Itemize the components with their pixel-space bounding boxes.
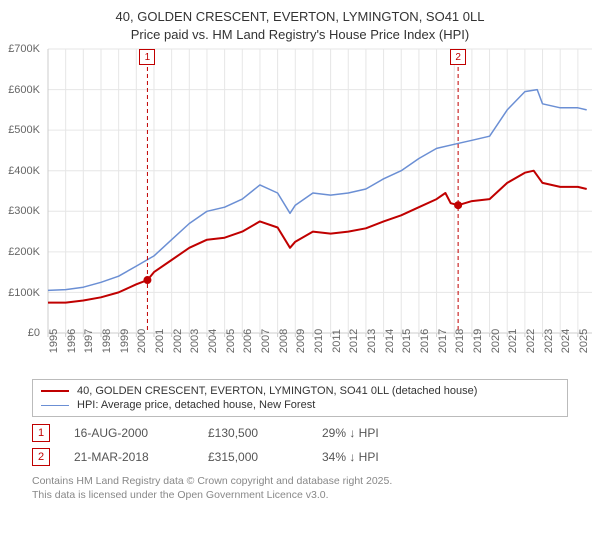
price-chart-svg	[0, 43, 600, 373]
x-tick-label: 2014	[384, 329, 396, 353]
title-line-1: 40, GOLDEN CRESCENT, EVERTON, LYMINGTON,…	[0, 8, 600, 26]
chart-title-block: 40, GOLDEN CRESCENT, EVERTON, LYMINGTON,…	[0, 0, 600, 43]
sales-table: 1 16-AUG-2000 £130,500 29% ↓ HPI 2 21-MA…	[32, 421, 568, 469]
legend-row-property: 40, GOLDEN CRESCENT, EVERTON, LYMINGTON,…	[41, 384, 559, 398]
sale-badge-2: 2	[32, 448, 50, 466]
sale-date-2: 21-MAR-2018	[74, 450, 184, 464]
x-tick-label: 2020	[490, 329, 502, 353]
x-tick-label: 2001	[154, 329, 166, 353]
x-tick-label: 1998	[101, 329, 113, 353]
legend-swatch-property	[41, 390, 69, 392]
table-row: 1 16-AUG-2000 £130,500 29% ↓ HPI	[32, 421, 568, 445]
x-tick-label: 2005	[225, 329, 237, 353]
sale-date-1: 16-AUG-2000	[74, 426, 184, 440]
credits: Contains HM Land Registry data © Crown c…	[32, 475, 568, 502]
x-tick-label: 2015	[401, 329, 413, 353]
x-tick-label: 2007	[260, 329, 272, 353]
chart-sale-marker-1: 1	[139, 49, 155, 65]
x-tick-label: 2000	[136, 329, 148, 353]
y-tick-label: £600K	[8, 84, 40, 96]
legend-row-hpi: HPI: Average price, detached house, New …	[41, 398, 559, 412]
x-tick-label: 2010	[313, 329, 325, 353]
x-tick-label: 2013	[366, 329, 378, 353]
y-tick-label: £0	[28, 327, 40, 339]
y-tick-label: £200K	[8, 246, 40, 258]
sale-price-2: £315,000	[208, 450, 298, 464]
x-tick-label: 2009	[295, 329, 307, 353]
x-tick-label: 2003	[189, 329, 201, 353]
y-tick-label: £400K	[8, 165, 40, 177]
x-tick-label: 2008	[278, 329, 290, 353]
x-tick-label: 2004	[207, 329, 219, 353]
x-tick-label: 2006	[242, 329, 254, 353]
sale-rel-1: 29% ↓ HPI	[322, 426, 432, 440]
sale-rel-2: 34% ↓ HPI	[322, 450, 432, 464]
x-tick-label: 2018	[454, 329, 466, 353]
table-row: 2 21-MAR-2018 £315,000 34% ↓ HPI	[32, 445, 568, 469]
credits-line-1: Contains HM Land Registry data © Crown c…	[32, 475, 568, 489]
x-tick-label: 2025	[578, 329, 590, 353]
x-tick-label: 2019	[472, 329, 484, 353]
x-tick-label: 1995	[48, 329, 60, 353]
title-line-2: Price paid vs. HM Land Registry's House …	[0, 26, 600, 44]
x-tick-label: 1997	[83, 329, 95, 353]
credits-line-2: This data is licensed under the Open Gov…	[32, 489, 568, 503]
x-tick-label: 2021	[507, 329, 519, 353]
x-tick-label: 2023	[543, 329, 555, 353]
x-tick-label: 2002	[172, 329, 184, 353]
y-tick-label: £700K	[8, 43, 40, 55]
x-tick-label: 2024	[560, 329, 572, 353]
legend-label-hpi: HPI: Average price, detached house, New …	[77, 399, 315, 411]
y-tick-label: £300K	[8, 205, 40, 217]
x-tick-label: 1996	[66, 329, 78, 353]
x-tick-label: 2012	[348, 329, 360, 353]
sale-price-1: £130,500	[208, 426, 298, 440]
x-tick-label: 2016	[419, 329, 431, 353]
y-tick-label: £100K	[8, 287, 40, 299]
x-tick-label: 2022	[525, 329, 537, 353]
sale-badge-1: 1	[32, 424, 50, 442]
legend: 40, GOLDEN CRESCENT, EVERTON, LYMINGTON,…	[32, 379, 568, 417]
x-tick-label: 1999	[119, 329, 131, 353]
y-tick-label: £500K	[8, 124, 40, 136]
chart-area: £0 £100K £200K £300K £400K £500K £600K £700K 199…	[0, 43, 600, 373]
legend-swatch-hpi	[41, 405, 69, 406]
legend-label-property: 40, GOLDEN CRESCENT, EVERTON, LYMINGTON,…	[77, 385, 477, 397]
x-tick-label: 2011	[331, 329, 343, 353]
chart-sale-marker-2: 2	[450, 49, 466, 65]
x-tick-label: 2017	[437, 329, 449, 353]
